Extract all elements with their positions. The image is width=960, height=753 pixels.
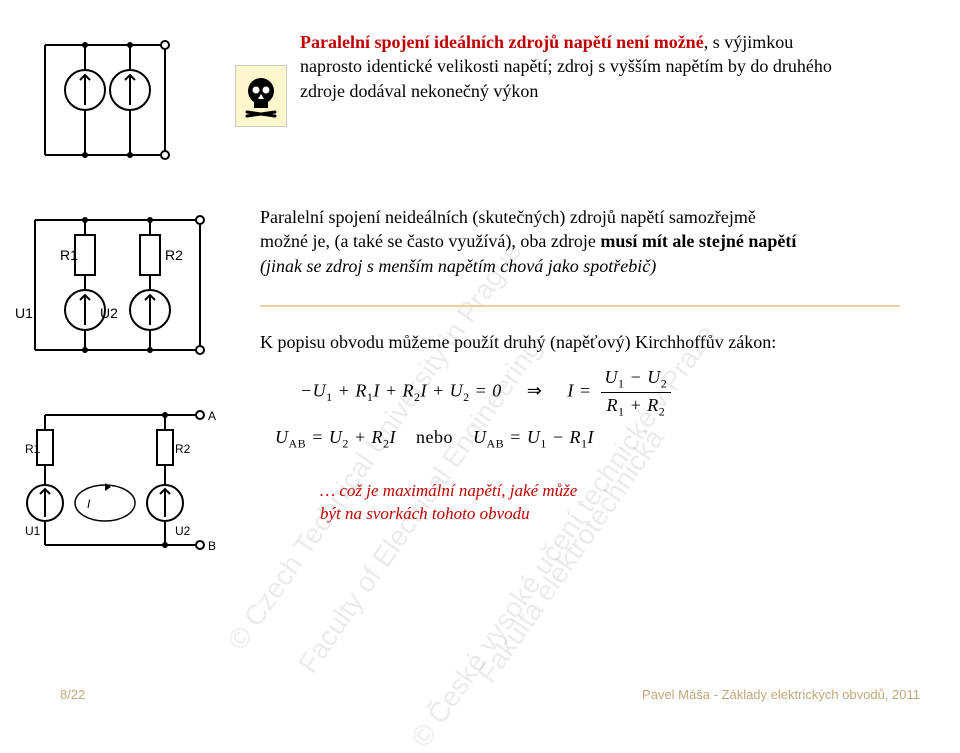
svg-text:R2: R2 (165, 247, 183, 263)
paragraph-2: Paralelní spojení neideálních (skutečnýc… (260, 205, 910, 278)
separator (260, 305, 900, 307)
svg-text:R1: R1 (60, 247, 78, 263)
footer-right: Pavel Máša - Základy elektrických obvodů… (642, 687, 920, 702)
equation-2: UAB = U2 + R2I nebo UAB = U1 − R1I (275, 425, 875, 452)
para1-rest3: zdroje dodával nekonečný výkon (300, 81, 538, 101)
svg-text:A: A (208, 409, 216, 423)
para1-rest2: naprosto identické velikosti napětí; zdr… (300, 56, 832, 76)
svg-text:R1: R1 (25, 442, 41, 456)
diagram-parallel-ideal (30, 25, 190, 180)
svg-text:U1: U1 (15, 305, 33, 321)
aside-l1: … což je maximální napětí, jaké může (320, 481, 577, 500)
svg-text:U2: U2 (100, 305, 118, 321)
para1-lead: Paralelní spojení ideálních zdrojů napět… (300, 32, 704, 52)
footer-left: 8/22 (60, 687, 85, 702)
svg-text:I: I (87, 497, 91, 511)
para2-l1b: možné je, (a také se často využívá), oba… (260, 231, 600, 251)
equation-1: −U1 + R1I + R2I + U2 = 0 ⇒ I = U1 − U2 R… (300, 365, 900, 420)
para2-italic: (jinak se zdroj s menším napětím chová j… (260, 256, 656, 276)
kvl-text: K popisu obvodu můžeme použít druhý (nap… (260, 330, 900, 354)
diagram-parallel-nonideal: R1 U1 R2 U2 (10, 200, 230, 375)
skull-icon (235, 65, 287, 127)
aside-note: … což je maximální napětí, jaké může být… (320, 480, 720, 526)
para1-rest1: , s výjimkou (704, 32, 794, 52)
svg-text:B: B (208, 539, 216, 553)
para2-l1a: Paralelní spojení neideálních (skutečnýc… (260, 207, 756, 227)
paragraph-1: Paralelní spojení ideálních zdrojů napět… (300, 30, 910, 103)
diagram-loop: R1 U1 R2 U2 A B I (25, 395, 235, 570)
aside-l2: být na svorkách tohoto obvodu (320, 504, 530, 523)
watermark-fel-cz: Fakulta elektrotechnická (471, 423, 670, 689)
svg-text:U2: U2 (175, 524, 191, 538)
svg-text:U1: U1 (25, 524, 41, 538)
kvl-line: K popisu obvodu můžeme použít druhý (nap… (260, 332, 776, 352)
para2-bold: musí mít ale stejné napětí (600, 231, 796, 251)
svg-text:R2: R2 (175, 442, 191, 456)
eq2-mid: nebo (416, 427, 453, 447)
